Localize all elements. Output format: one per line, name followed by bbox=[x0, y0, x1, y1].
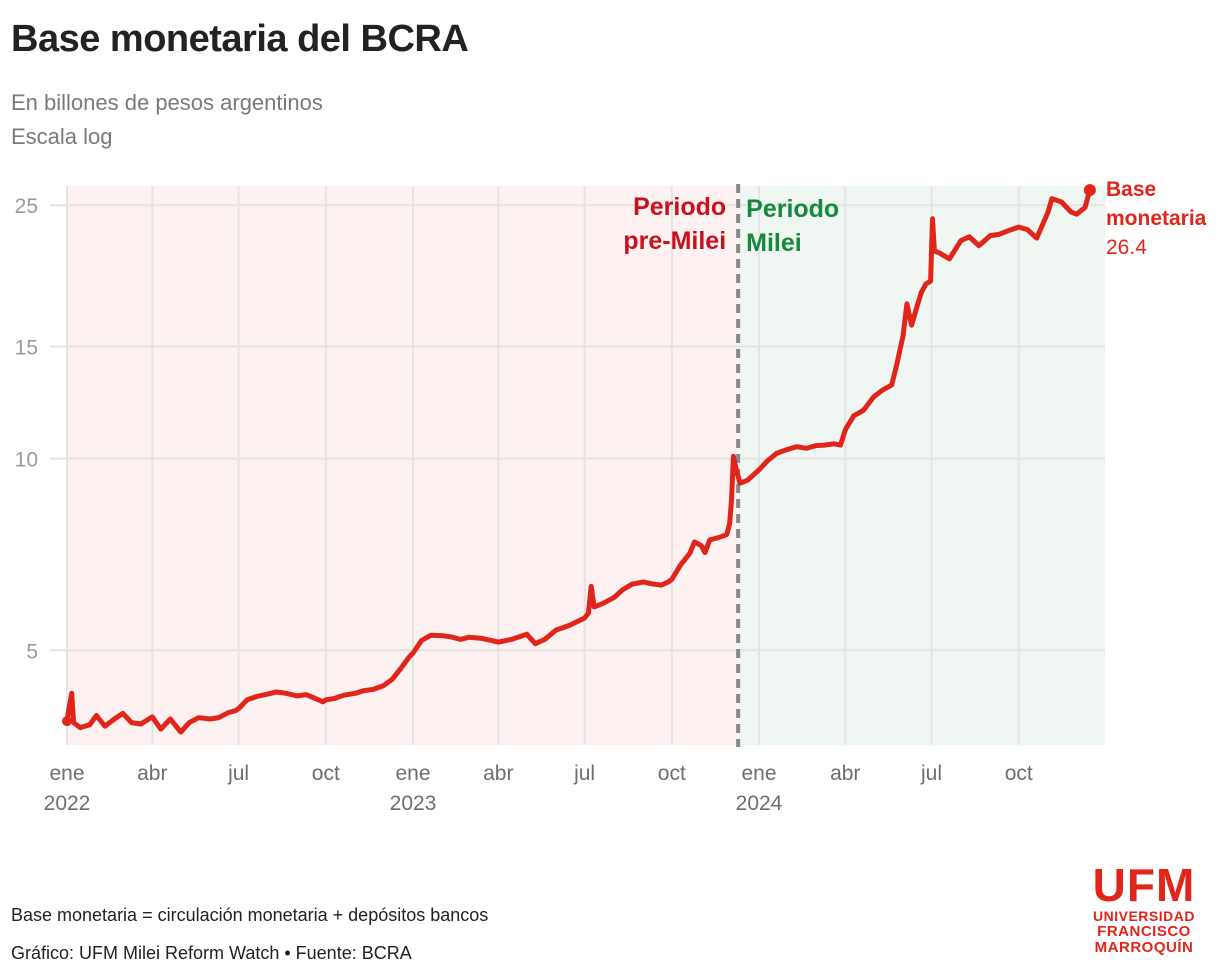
x-tick-label: abr bbox=[483, 762, 513, 785]
logo-line-2: FRANCISCO bbox=[1097, 923, 1191, 940]
x-tick-label: jul bbox=[227, 762, 249, 785]
x-tick-year: 2024 bbox=[736, 792, 783, 815]
series-name-label: monetaria bbox=[1106, 207, 1207, 230]
y-tick-label: 25 bbox=[15, 195, 38, 218]
series-line-base-monetaria bbox=[64, 187, 1093, 735]
x-tick-label: abr bbox=[137, 762, 167, 785]
series-name-label: Base bbox=[1106, 178, 1156, 201]
x-tick-label: abr bbox=[830, 762, 860, 785]
line-chart: Periodo pre-Milei Periodo Milei Base monetari… bbox=[15, 178, 1207, 815]
milei-label: Periodo bbox=[746, 195, 839, 223]
y-tick-label: 10 bbox=[15, 449, 38, 472]
series-start-point bbox=[62, 716, 72, 727]
pre-milei-label: Periodo bbox=[633, 193, 726, 221]
series-last-value-label: 26.4 bbox=[1106, 236, 1147, 259]
y-tick-label: 5 bbox=[26, 640, 38, 663]
logo-line-1: UNIVERSIDAD bbox=[1093, 908, 1195, 924]
x-tick-label: jul bbox=[573, 762, 595, 785]
source-credit: Gráfico: UFM Milei Reform Watch • Fuente… bbox=[11, 943, 412, 963]
chart-subtitle-units: En billones de pesos argentinos bbox=[11, 90, 323, 115]
x-tick-year: 2022 bbox=[44, 792, 91, 815]
region-milei bbox=[738, 186, 1105, 745]
chart-title: Base monetaria del BCRA bbox=[11, 18, 469, 60]
x-tick-label: ene bbox=[49, 762, 84, 785]
ufm-logo: UFM UNIVERSIDAD FRANCISCO MARROQUÍN bbox=[1080, 862, 1208, 956]
chart-subtitle-scale: Escala log bbox=[11, 124, 113, 149]
y-tick-label: 15 bbox=[15, 336, 38, 359]
milei-label: Milei bbox=[746, 229, 802, 257]
series-end-point bbox=[1083, 184, 1096, 197]
x-tick-label: oct bbox=[1005, 762, 1033, 785]
x-tick-label: ene bbox=[741, 762, 776, 785]
x-tick-label: jul bbox=[920, 762, 942, 785]
x-tick-label: oct bbox=[312, 762, 340, 785]
logo-wordmark: UFM bbox=[1092, 859, 1196, 911]
x-tick-year: 2023 bbox=[390, 792, 437, 815]
x-tick-label: oct bbox=[658, 762, 686, 785]
footnote: Base monetaria = circulación monetaria +… bbox=[11, 905, 489, 925]
x-tick-label: ene bbox=[395, 762, 430, 785]
region-pre-milei bbox=[67, 186, 739, 745]
logo-line-3: MARROQUÍN bbox=[1094, 939, 1194, 956]
pre-milei-label: pre-Milei bbox=[623, 227, 726, 255]
